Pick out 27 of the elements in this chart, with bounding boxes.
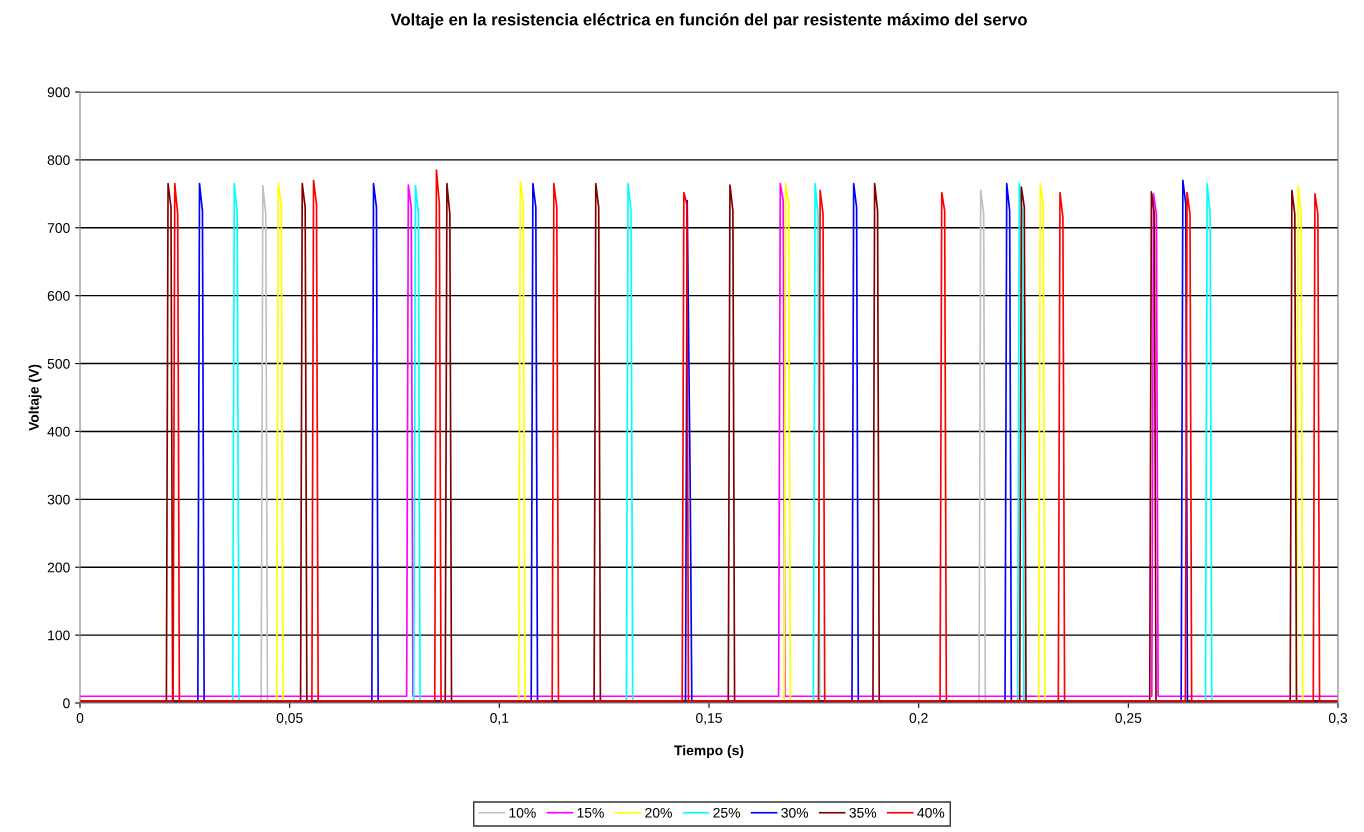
x-tick-label: 0 — [76, 713, 84, 723]
y-tick-label: 500 — [47, 358, 70, 369]
legend-label: 25% — [713, 807, 740, 818]
x-tick-label: 0,1 — [490, 713, 509, 725]
y-tick-label: 600 — [47, 291, 70, 301]
x-tick-label: 0,15 — [696, 713, 722, 725]
y-tick-label: 300 — [47, 494, 70, 505]
x-tick-label: 0,2 — [909, 713, 928, 725]
y-tick-label: 0 — [63, 698, 70, 709]
x-tick-label: 0,25 — [1115, 713, 1142, 725]
y-tick-label: 800 — [47, 155, 70, 166]
chart-title: Voltaje en la resistencia eléctrica en función del par resistente máximo del servo — [390, 13, 1027, 29]
legend-label: 35% — [849, 807, 877, 818]
x-axis-title: Tiempo (s) — [674, 745, 744, 759]
y-tick-label: 900 — [47, 87, 70, 98]
y-tick-label: 700 — [47, 223, 70, 233]
x-tick-label: 0,3 — [1328, 713, 1348, 725]
y-tick-label: 400 — [47, 426, 70, 437]
legend-label: 40% — [917, 807, 945, 818]
legend-label: 30% — [781, 807, 809, 818]
y-tick-label: 100 — [48, 630, 70, 641]
y-axis-title: Voltaje (V) — [28, 364, 42, 431]
legend-label: 20% — [645, 807, 672, 818]
legend-label: 10% — [509, 807, 536, 818]
legend-label: 15% — [577, 807, 604, 818]
x-tick-label: 0,05 — [276, 713, 303, 725]
y-tick-label: 200 — [47, 562, 70, 573]
